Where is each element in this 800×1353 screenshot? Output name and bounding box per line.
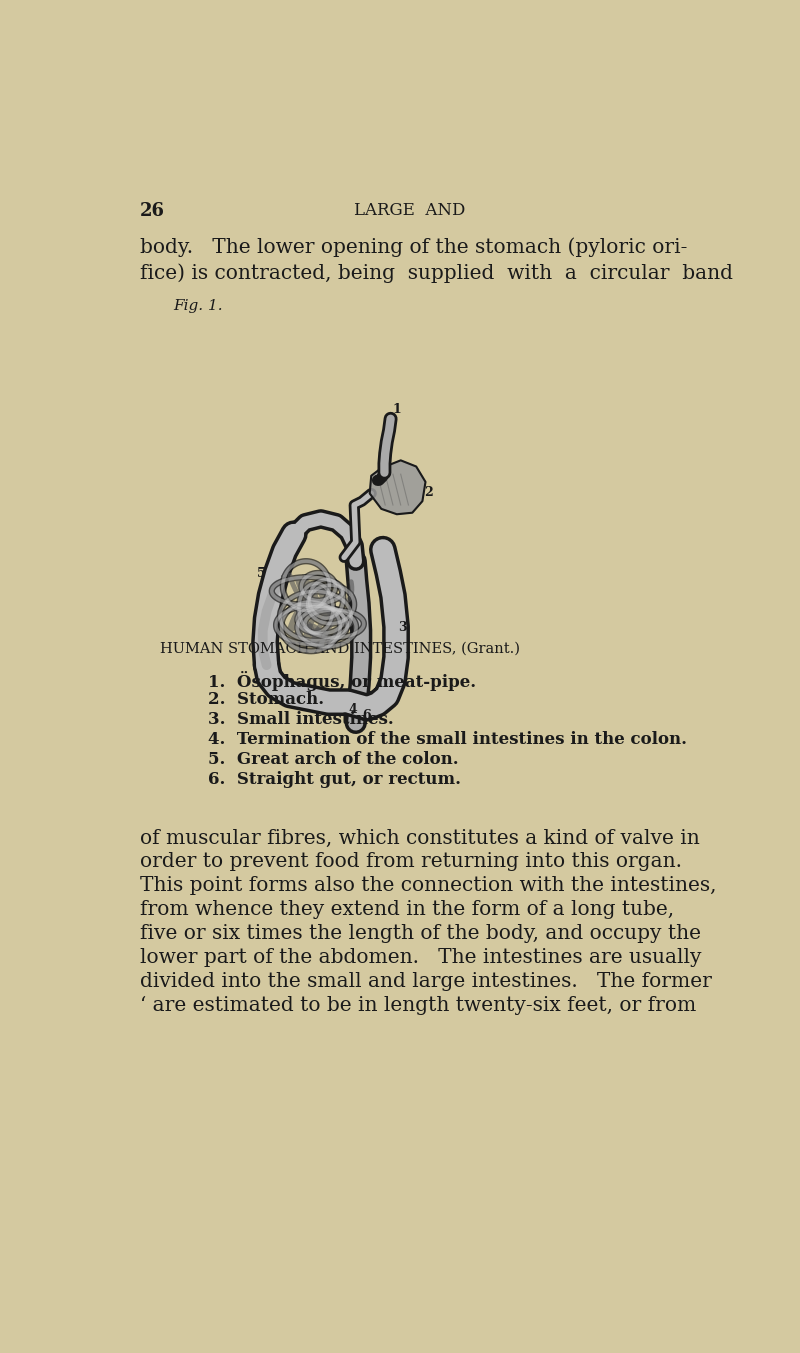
Text: fice) is contracted, being  supplied  with  a  circular  band: fice) is contracted, being supplied with… xyxy=(140,264,734,283)
Text: 2: 2 xyxy=(424,486,433,499)
Text: Fig. 1.: Fig. 1. xyxy=(174,299,223,314)
Text: 26: 26 xyxy=(140,203,166,221)
Text: lower part of the abdomen.   The intestines are usually: lower part of the abdomen. The intestine… xyxy=(140,947,702,967)
Text: body.   The lower opening of the stomach (pyloric ori-: body. The lower opening of the stomach (… xyxy=(140,238,688,257)
Text: 5: 5 xyxy=(257,567,265,579)
Text: 1.  Ösophagus, or meat-pipe.: 1. Ösophagus, or meat-pipe. xyxy=(209,671,477,691)
Text: five or six times the length of the body, and occupy the: five or six times the length of the body… xyxy=(140,924,702,943)
Text: order to prevent food from returning into this organ.: order to prevent food from returning int… xyxy=(140,852,682,871)
Text: 3.  Small intestines.: 3. Small intestines. xyxy=(209,712,394,728)
Text: This point forms also the connection with the intestines,: This point forms also the connection wit… xyxy=(140,877,717,896)
Text: 6: 6 xyxy=(362,709,370,723)
Text: HUMAN STOMACH AND INTESTINES, (Grant.): HUMAN STOMACH AND INTESTINES, (Grant.) xyxy=(160,643,520,656)
Text: 1: 1 xyxy=(393,403,402,415)
Text: 3: 3 xyxy=(398,621,407,633)
Text: 5.  Great arch of the colon.: 5. Great arch of the colon. xyxy=(209,751,459,769)
Text: divided into the small and large intestines.   The former: divided into the small and large intesti… xyxy=(140,971,712,990)
Text: 6.  Straight gut, or rectum.: 6. Straight gut, or rectum. xyxy=(209,771,462,789)
Text: 4.  Termination of the small intestines in the colon.: 4. Termination of the small intestines i… xyxy=(209,732,687,748)
Polygon shape xyxy=(370,460,426,514)
Text: of muscular fibres, which constitutes a kind of valve in: of muscular fibres, which constitutes a … xyxy=(140,828,700,847)
Text: 2.  Stomach.: 2. Stomach. xyxy=(209,691,325,709)
Text: ‘ are estimated to be in length twenty-six feet, or from: ‘ are estimated to be in length twenty-s… xyxy=(140,996,697,1015)
Text: 4: 4 xyxy=(348,704,357,716)
Text: LARGE  AND: LARGE AND xyxy=(354,203,466,219)
Text: from whence they extend in the form of a long tube,: from whence they extend in the form of a… xyxy=(140,900,674,919)
